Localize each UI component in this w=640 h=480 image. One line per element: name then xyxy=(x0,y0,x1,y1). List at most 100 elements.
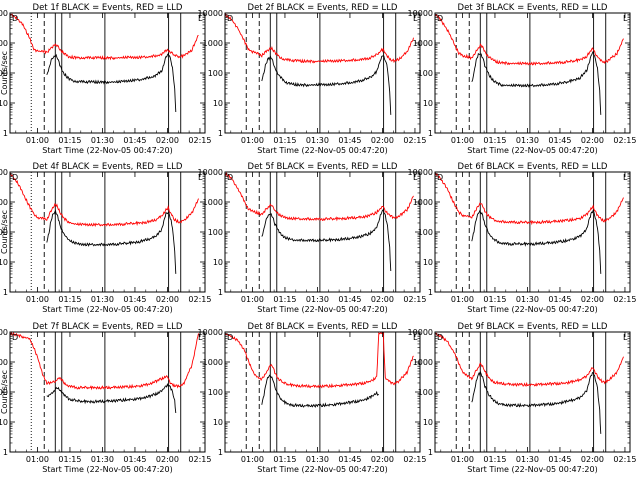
x-tick-label: 01:00 xyxy=(26,136,49,145)
x-tick-label: 02:15 xyxy=(403,295,426,304)
y-tick-label: 100 xyxy=(0,388,8,397)
series-line-lld xyxy=(435,172,624,226)
x-tick-label: 01:15 xyxy=(58,455,81,464)
y-tick-label: 100 xyxy=(418,69,433,78)
x-axis-label: Start Time (22-Nov-05 00:47:20) xyxy=(467,305,597,314)
corner-marker: D xyxy=(227,173,233,182)
y-tick-label: 10000 xyxy=(408,168,433,177)
panel-title: Det 4f BLACK = Events, RED = LLD xyxy=(33,162,183,172)
panel-title: Det 9f BLACK = Events, RED = LLD xyxy=(458,322,608,332)
corner-marker: D xyxy=(227,333,233,342)
x-tick-label: 02:00 xyxy=(371,455,394,464)
y-tick-label: 1000 xyxy=(203,198,223,207)
series-line-lld xyxy=(225,13,414,64)
plot-area xyxy=(10,332,199,452)
x-axis-label: Start Time (22-Nov-05 00:47:20) xyxy=(257,146,387,155)
y-tick-label: 10000 xyxy=(198,9,223,18)
x-tick-label: 02:15 xyxy=(613,455,636,464)
y-tick-label: 10 xyxy=(213,99,223,108)
detector-panel: Det 2f BLACK = Events, RED = LLD 1 10 100 10… xyxy=(198,3,427,155)
y-axis-label: Counts/sec xyxy=(0,210,9,254)
corner-marker: L xyxy=(623,14,628,23)
y-tick-label: 100 xyxy=(208,228,223,237)
y-tick-label: 10000 xyxy=(408,328,433,337)
y-tick-label: 100 xyxy=(0,69,8,78)
corner-marker: D xyxy=(437,333,443,342)
x-tick-label: 01:45 xyxy=(123,455,146,464)
x-tick-label: 01:00 xyxy=(241,136,264,145)
plot-area xyxy=(225,172,414,292)
x-tick-label: 01:15 xyxy=(483,295,506,304)
x-tick-label: 01:15 xyxy=(483,136,506,145)
x-tick-label: 01:45 xyxy=(548,295,571,304)
plot-area xyxy=(225,332,414,452)
corner-marker: D xyxy=(12,173,18,182)
x-tick-label: 01:45 xyxy=(123,136,146,145)
y-tick-label: 1000 xyxy=(0,198,8,207)
y-tick-label: 1000 xyxy=(0,358,8,367)
series-line-lld xyxy=(10,332,199,391)
y-tick-label: 10000 xyxy=(0,9,8,18)
x-tick-label: 01:00 xyxy=(26,455,49,464)
series-line-events xyxy=(471,50,602,115)
x-tick-label: 01:00 xyxy=(451,455,474,464)
x-tick-label: 02:15 xyxy=(403,136,426,145)
x-tick-label: 01:45 xyxy=(338,136,361,145)
detector-panel: Det 8f BLACK = Events, RED = LLD 1 10 100 10… xyxy=(198,322,427,474)
x-tick-label: 01:30 xyxy=(306,455,329,464)
y-tick-label: 10 xyxy=(423,418,433,427)
x-tick-label: 01:30 xyxy=(91,136,114,145)
x-tick-label: 01:15 xyxy=(273,455,296,464)
series-line-lld xyxy=(435,14,624,66)
series-line-events xyxy=(46,383,177,414)
series-line-events xyxy=(261,374,380,408)
series-line-lld xyxy=(435,332,624,387)
x-tick-label: 01:15 xyxy=(273,295,296,304)
x-tick-label: 01:15 xyxy=(58,295,81,304)
plot-area xyxy=(225,13,414,133)
series-line-events xyxy=(471,370,602,434)
y-tick-label: 1 xyxy=(428,448,433,457)
y-tick-label: 10 xyxy=(0,258,8,267)
detector-panel: Det 6f BLACK = Events, RED = LLD 1 10 100 10… xyxy=(408,162,637,314)
y-tick-label: 1000 xyxy=(413,358,433,367)
corner-marker: D xyxy=(227,14,233,23)
x-tick-label: 01:15 xyxy=(273,136,296,145)
plot-area xyxy=(10,13,199,133)
corner-marker: D xyxy=(12,333,18,342)
x-tick-label: 01:00 xyxy=(26,295,49,304)
y-tick-label: 10000 xyxy=(198,168,223,177)
panel-title: Det 6f BLACK = Events, RED = LLD xyxy=(458,162,608,172)
x-tick-label: 02:15 xyxy=(188,295,211,304)
corner-marker: L xyxy=(413,333,418,342)
y-tick-label: 1000 xyxy=(203,358,223,367)
x-tick-label: 01:00 xyxy=(451,136,474,145)
series-line-events xyxy=(471,208,602,274)
y-tick-label: 100 xyxy=(0,228,8,237)
x-tick-label: 01:45 xyxy=(338,295,361,304)
x-tick-label: 02:15 xyxy=(188,136,211,145)
y-tick-label: 10 xyxy=(423,258,433,267)
x-tick-label: 01:00 xyxy=(451,295,474,304)
x-tick-label: 02:00 xyxy=(581,295,604,304)
series-line-events xyxy=(261,209,392,272)
y-tick-label: 1 xyxy=(218,448,223,457)
plot-area xyxy=(435,332,624,452)
detector-panel: Det 7f BLACK = Events, RED = LLD 1 10 100 10… xyxy=(0,322,211,474)
corner-marker: L xyxy=(413,173,418,182)
y-axis-label: Counts/sec xyxy=(0,370,9,414)
x-axis-label: Start Time (22-Nov-05 00:47:20) xyxy=(42,305,172,314)
y-tick-label: 1 xyxy=(218,288,223,297)
x-tick-label: 02:00 xyxy=(156,295,179,304)
series-line-events xyxy=(46,209,177,274)
x-tick-label: 01:30 xyxy=(306,295,329,304)
y-tick-label: 10000 xyxy=(408,9,433,18)
corner-marker: D xyxy=(437,14,443,23)
detector-panel: Det 4f BLACK = Events, RED = LLD 1 10 100 10… xyxy=(0,162,211,314)
x-axis-label: Start Time (22-Nov-05 00:47:20) xyxy=(42,146,172,155)
corner-marker: L xyxy=(623,333,628,342)
series-line-lld xyxy=(225,332,414,389)
panel-title: Det 8f BLACK = Events, RED = LLD xyxy=(248,322,398,332)
x-tick-label: 01:00 xyxy=(241,295,264,304)
